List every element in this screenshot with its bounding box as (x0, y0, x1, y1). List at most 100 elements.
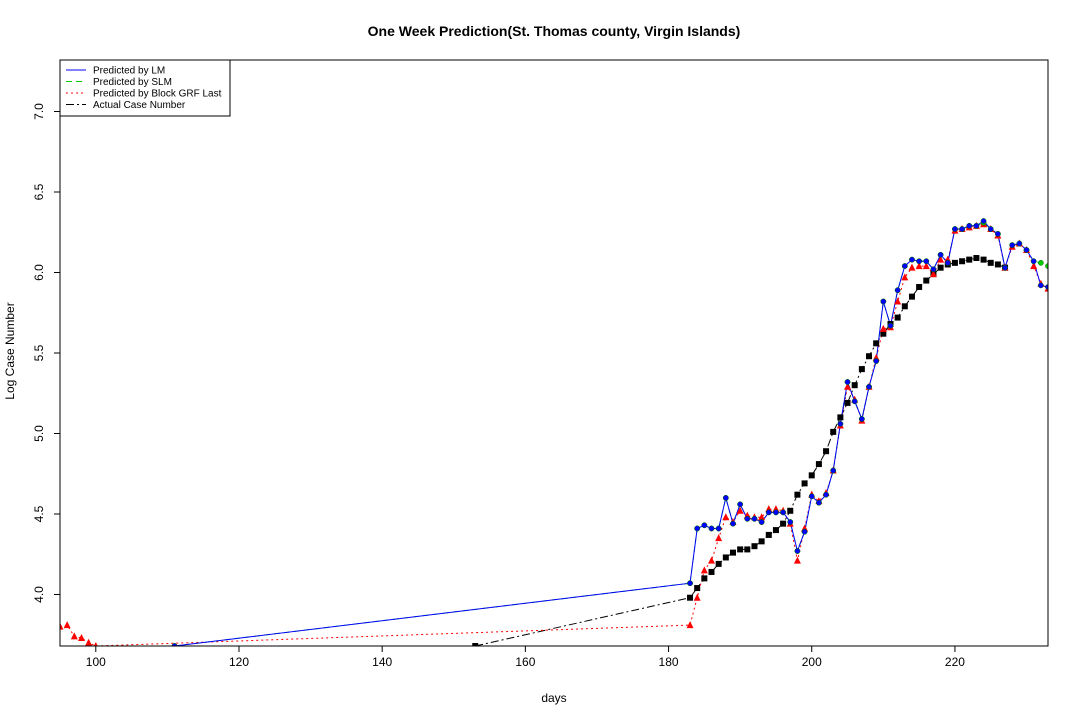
x-tick-label: 200 (802, 655, 822, 669)
data-point (901, 273, 909, 281)
data-point (772, 527, 779, 534)
data-point (694, 585, 701, 592)
data-point (1037, 282, 1044, 289)
data-point (708, 568, 715, 575)
data-point (830, 428, 837, 435)
x-tick-label: 160 (515, 655, 535, 669)
data-point (823, 448, 830, 455)
series-layer (60, 218, 1048, 646)
data-point (93, 642, 98, 646)
y-axis-label: Log Case Number (3, 302, 17, 399)
x-tick-label: 120 (229, 655, 249, 669)
legend-label: Actual Case Number (93, 100, 186, 111)
data-point (894, 297, 902, 305)
data-point (901, 303, 908, 310)
data-point (801, 480, 808, 487)
plot-frame (59, 59, 1049, 647)
data-point (701, 522, 708, 529)
data-point (995, 231, 1001, 237)
series-line (174, 220, 1048, 646)
data-point (901, 263, 908, 269)
x-axis-label: days (541, 691, 566, 705)
data-point (758, 513, 766, 521)
data-point (1045, 263, 1048, 269)
series-line (60, 223, 1048, 646)
chart-title: One Week Prediction(St. Thomas county, V… (368, 23, 741, 39)
data-point (994, 261, 1001, 268)
data-point (793, 556, 801, 564)
data-point (987, 226, 994, 232)
data-point (980, 256, 987, 263)
data-point (773, 509, 779, 516)
data-point (787, 519, 794, 525)
data-point (687, 594, 694, 601)
data-point (808, 493, 815, 500)
data-point (880, 330, 887, 337)
data-point (894, 314, 901, 321)
data-point (722, 495, 729, 501)
data-point (959, 258, 966, 265)
data-point (60, 622, 64, 630)
data-point (780, 509, 786, 516)
data-point (722, 513, 730, 521)
data-point (1030, 258, 1037, 265)
data-point (937, 264, 944, 271)
data-point (923, 258, 930, 265)
y-tick-label: 5.0 (32, 425, 46, 442)
data-point (837, 420, 844, 427)
data-point (1009, 242, 1016, 248)
data-point (780, 520, 787, 527)
data-point (923, 277, 930, 284)
data-point (830, 467, 837, 474)
data-point (171, 643, 178, 646)
x-tick-label: 220 (945, 655, 965, 669)
data-point (909, 256, 915, 263)
data-point (722, 554, 729, 561)
data-point (966, 256, 973, 263)
data-point (794, 491, 801, 498)
data-point (686, 621, 694, 629)
data-point (887, 322, 894, 329)
y-tick-label: 4.0 (32, 586, 46, 603)
data-point (959, 226, 965, 232)
y-tick-label: 4.5 (32, 505, 46, 522)
data-point (879, 324, 887, 332)
data-point (929, 270, 937, 278)
data-point (844, 379, 851, 385)
data-point (930, 266, 937, 273)
data-point (815, 461, 822, 468)
data-point (816, 499, 822, 506)
data-point (866, 353, 873, 360)
data-point (944, 259, 951, 266)
data-point (916, 258, 922, 265)
data-point (894, 287, 901, 294)
data-point (873, 358, 880, 364)
data-point (908, 293, 915, 300)
data-point (808, 472, 815, 479)
y-tick-label: 6.5 (32, 183, 46, 200)
y-tick-label: 6.0 (32, 264, 46, 281)
series-2 (60, 223, 1048, 646)
x-tick-label: 100 (86, 655, 106, 669)
data-point (758, 538, 765, 545)
data-point (880, 298, 887, 305)
series-line (475, 257, 1006, 646)
data-point (1023, 247, 1030, 253)
data-point (715, 560, 722, 567)
data-point (687, 580, 693, 587)
data-point (851, 398, 858, 405)
data-point (744, 546, 751, 553)
data-point (973, 222, 980, 229)
data-point (922, 262, 930, 270)
data-point (736, 506, 744, 514)
data-point (873, 340, 880, 347)
data-point (787, 507, 794, 514)
x-tick-label: 140 (372, 655, 392, 669)
data-point (737, 546, 744, 553)
series-0 (174, 220, 1048, 646)
data-point (751, 515, 758, 522)
